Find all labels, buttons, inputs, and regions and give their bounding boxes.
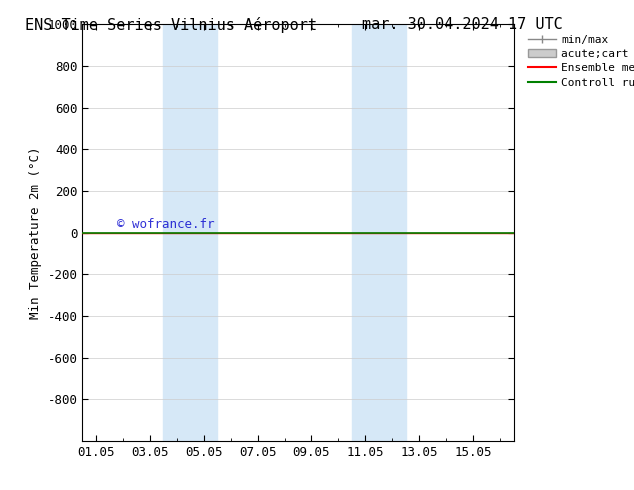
Text: ENS Time Series Vilnius Aéroport: ENS Time Series Vilnius Aéroport bbox=[25, 17, 317, 33]
Legend: min/max, acute;cart type, Ensemble mean run, Controll run: min/max, acute;cart type, Ensemble mean … bbox=[524, 30, 634, 92]
Bar bbox=[164, 24, 217, 441]
Text: © wofrance.fr: © wofrance.fr bbox=[117, 218, 214, 231]
Bar bbox=[352, 24, 406, 441]
Y-axis label: Min Temperature 2m (°C): Min Temperature 2m (°C) bbox=[29, 147, 42, 319]
Text: mar. 30.04.2024 17 UTC: mar. 30.04.2024 17 UTC bbox=[363, 17, 563, 32]
